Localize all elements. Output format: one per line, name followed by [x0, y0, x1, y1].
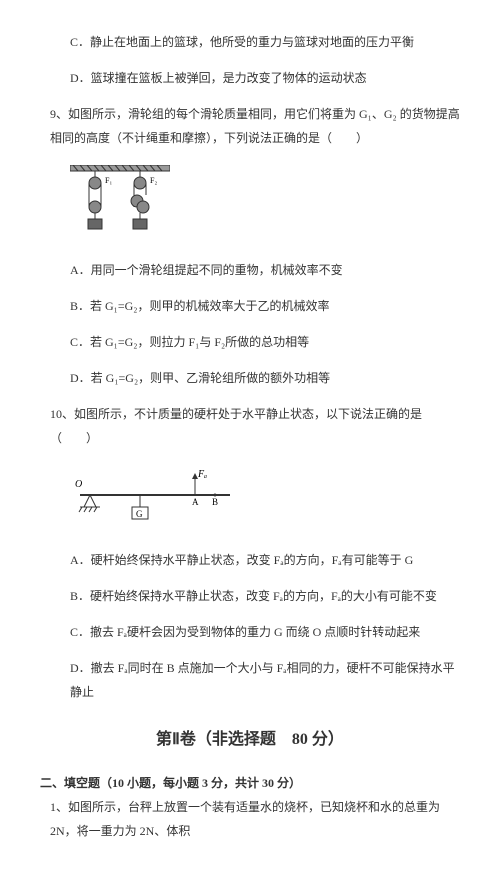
svg-text:B: B	[212, 497, 218, 507]
part2-title: 二、填空题（10 小题，每小题 3 分，共计 30 分）	[40, 771, 460, 795]
section2-title: 第Ⅱ卷（非选择题 80 分）	[40, 724, 460, 756]
q9-option-b: B．若 G₁=G₂，则甲的机械效率大于乙的机械效率	[70, 294, 460, 318]
svg-text:A: A	[192, 497, 199, 507]
q9-option-d: D．若 G₁=G₂，则甲、乙滑轮组所做的额外功相等	[70, 366, 460, 390]
q8-option-d: D．篮球撞在篮板上被弹回，是力改变了物体的运动状态	[70, 66, 460, 90]
q9-figure: F₁ F₂	[70, 165, 460, 243]
q10-option-d: D．撤去 Fₐ同时在 B 点施加一个大小与 Fₐ相同的力，硬杆不可能保持水平静止	[70, 656, 460, 704]
q9-option-c: C．若 G₁=G₂，则拉力 F₁与 F₂所做的总功相等	[70, 330, 460, 354]
q9-stem: 9、如图所示，滑轮组的每个滑轮质量相同，用它们将重为 G₁、G₂ 的货物提高相同…	[50, 102, 460, 150]
q10-stem: 10、如图所示，不计质量的硬杆处于水平静止状态，以下说法正确的是（ ）	[50, 402, 460, 450]
svg-text:F₁: F₁	[105, 176, 112, 185]
svg-text:G: G	[136, 509, 143, 519]
svg-text:O: O	[75, 479, 82, 490]
q10-option-c: C．撤去 Fₐ硬杆会因为受到物体的重力 G 而绕 O 点顺时针转动起来	[70, 620, 460, 644]
q9-option-a: A．用同一个滑轮组提起不同的重物，机械效率不变	[70, 258, 460, 282]
q8-option-c: C．静止在地面上的篮球，他所受的重力与篮球对地面的压力平衡	[70, 30, 460, 54]
q10-option-b: B．硬杆始终保持水平静止状态，改变 Fₐ的方向，Fₐ的大小有可能不变	[70, 584, 460, 608]
q11-stem: 1、如图所示，台秤上放置一个装有适量水的烧杯，已知烧杯和水的总重为 2N，将一重…	[50, 795, 460, 843]
q10-option-a: A．硬杆始终保持水平静止状态，改变 Fₐ的方向，Fₐ有可能等于 G	[70, 548, 460, 572]
svg-text:Fₐ: Fₐ	[197, 469, 207, 480]
q10-figure: O G Fₐ A B	[70, 465, 460, 533]
svg-text:F₂: F₂	[150, 176, 157, 185]
